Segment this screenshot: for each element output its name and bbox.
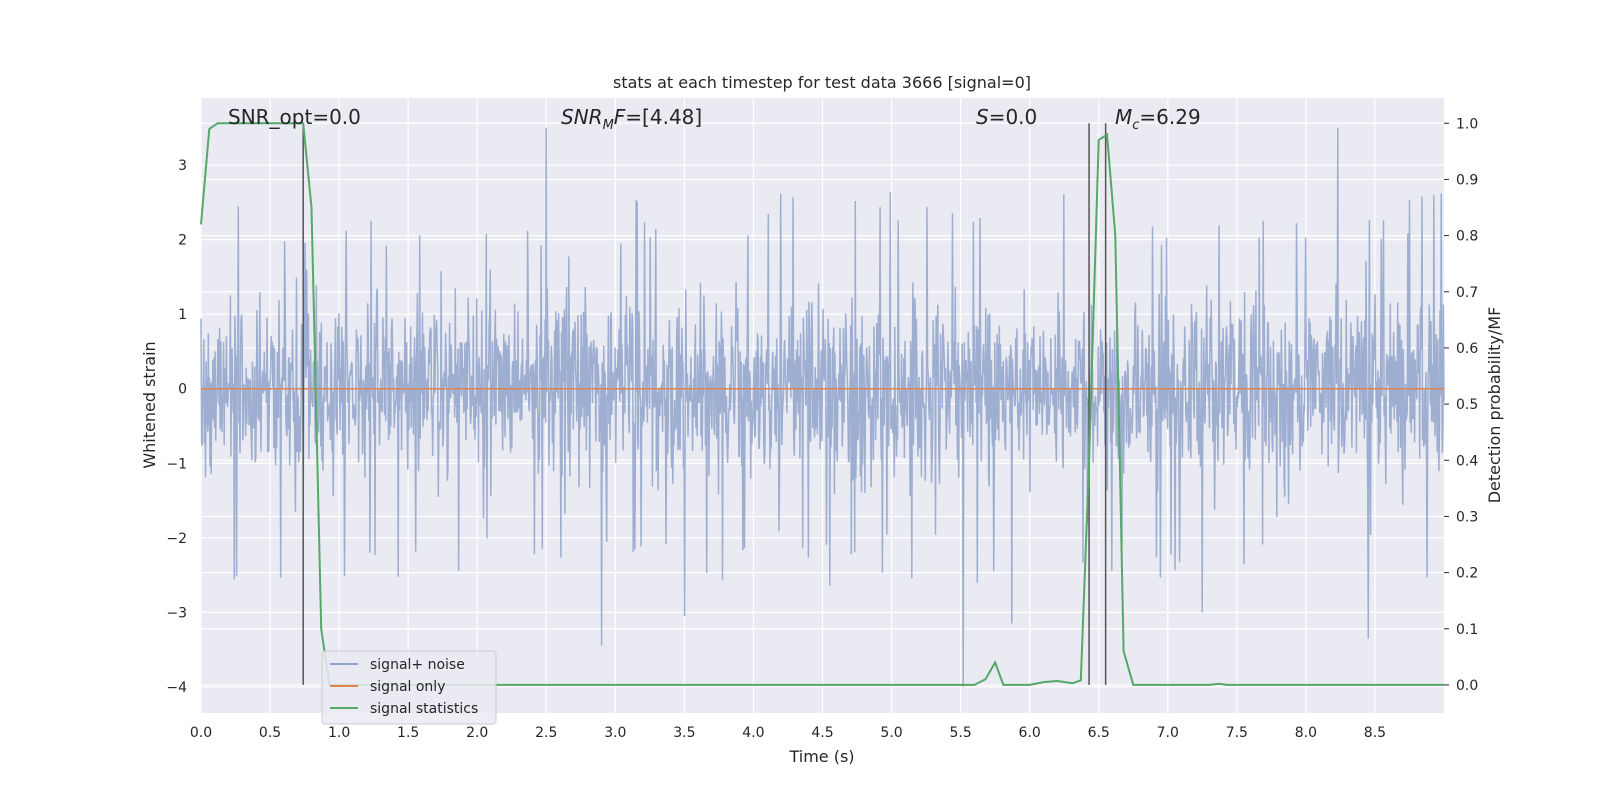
y-right-tick-label: 0.2 [1456, 566, 1478, 582]
line-signal-plus-noise [200, 127, 1445, 687]
x-tick-label: 4.5 [811, 725, 833, 741]
x-tick-label: 2.5 [535, 725, 557, 741]
x-tick-label: 7.5 [1226, 725, 1248, 741]
y-axis-label: Whitened strain [140, 341, 159, 468]
x-tick-label: 5.0 [880, 725, 902, 741]
annotation-s: S=0.0 [976, 105, 1037, 129]
y-right-tick-label: 0.3 [1456, 509, 1478, 525]
legend-label-signal-only: signal only [370, 679, 445, 695]
series-signal-statistics [200, 122, 1444, 686]
x-tick-label: 8.5 [1364, 725, 1386, 741]
y-tick-label: −3 [166, 605, 187, 621]
y-axis-left-ticks: 3 2 1 0 −1 −2 −3 −4 [166, 158, 187, 696]
legend-label-signal-statistics: signal statistics [370, 701, 478, 717]
line-signal-statistics [200, 122, 1444, 686]
y-tick-label: −1 [166, 456, 187, 472]
x-tick-label: 7.0 [1157, 725, 1179, 741]
x-tick-label: 2.0 [466, 725, 488, 741]
y-tick-label: −4 [166, 680, 187, 696]
y-tick-label: 1 [178, 307, 187, 323]
legend-label-signal-plus-noise: signal+ noise [370, 657, 465, 673]
vertical-markers [302, 123, 1107, 685]
y-tick-label: 2 [178, 233, 187, 249]
y-tick-label: −2 [166, 531, 187, 547]
x-tick-label: 3.0 [604, 725, 626, 741]
legend: signal+ noise signal only signal statist… [321, 650, 497, 725]
x-tick-label: 0.0 [190, 725, 212, 741]
x-axis-label: Time (s) [788, 747, 854, 766]
y-right-tick-label: 1.0 [1456, 116, 1478, 132]
annotation-mc: Mc=6.29 [1115, 105, 1201, 133]
y-tick-label: 3 [178, 158, 187, 174]
x-tick-label: 4.0 [742, 725, 764, 741]
x-tick-label: 8.0 [1295, 725, 1317, 741]
x-tick-label: 5.5 [949, 725, 971, 741]
y-right-tick-label: 0.5 [1456, 397, 1478, 413]
x-tick-label: 6.5 [1088, 725, 1110, 741]
y-right-tick-label: 0.7 [1456, 285, 1478, 301]
x-tick-label: 6.0 [1019, 725, 1041, 741]
x-tick-label: 1.5 [397, 725, 419, 741]
x-tick-label: 1.0 [328, 725, 350, 741]
y-right-tick-label: 0.6 [1456, 341, 1478, 357]
annotation-snr-mf: SNRMF=[4.48] [561, 105, 702, 133]
chart-title: stats at each timestep for test data 366… [613, 73, 1031, 92]
y-tick-label: 0 [178, 382, 187, 398]
x-axis-ticks: 0.0 0.5 1.0 1.5 2.0 2.5 3.0 3.5 4.0 4.5 5.0 5.5 6.0 6… [190, 725, 1386, 741]
y-right-tick-label: 0.1 [1456, 622, 1478, 638]
legend-box [321, 650, 497, 725]
y-right-tick-label: 0.9 [1456, 172, 1478, 188]
x-tick-label: 0.5 [259, 725, 281, 741]
series-signal-plus-noise [200, 127, 1445, 687]
y-right-tick-label: 0.0 [1456, 678, 1478, 694]
y-axis-right-ticks: 1.0 0.9 0.8 0.7 0.6 0.5 0.4 0.3 0.2 0.1 0.0 [1444, 116, 1478, 694]
annotation-snr-opt: SNR_opt=0.0 [228, 105, 361, 129]
y-right-tick-label: 0.4 [1456, 453, 1478, 469]
y-right-tick-label: 0.8 [1456, 229, 1478, 245]
y-axis-right-label: Detection probability/MF [1485, 307, 1504, 504]
x-tick-label: 3.5 [673, 725, 695, 741]
